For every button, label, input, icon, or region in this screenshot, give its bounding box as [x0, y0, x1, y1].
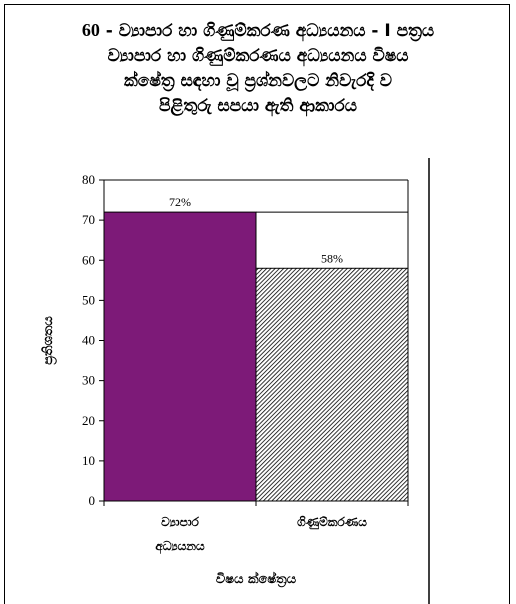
y-tick-label-30: 30: [82, 373, 95, 388]
y-tick-label-20: 20: [82, 413, 95, 428]
data-label-2: 58%: [321, 251, 343, 265]
y-axis-title: ප්‍රතිශතය: [40, 316, 57, 365]
chart-title: 60 - ව්‍යාපාර හා ගිණුම්කරණ අධ්‍යයනය - I …: [8, 18, 508, 119]
x-tick-label-1-2: අධ්‍යයනය: [155, 539, 205, 554]
bar-2: [255, 267, 409, 502]
x-axis-title: විෂය ක්ෂේත්‍රය: [216, 570, 297, 588]
y-tick-label-80: 80: [82, 172, 95, 187]
title-line-2: ව්‍යාපාර හා ගිණුම්කරණය අධ්‍යයනය විෂය: [107, 46, 409, 66]
title-line-1-text: - ව්‍යාපාර හා ගිණුම්කරණ අධ්‍යයනය - I පත්…: [99, 21, 435, 41]
y-tick-label-60: 60: [82, 252, 95, 267]
y-tick-label-0: 0: [89, 493, 96, 508]
y-tick-label-10: 10: [82, 453, 95, 468]
figure-frame: [4, 4, 510, 604]
title-line-4: පිළිතුරු සපයා ඇති ආකාරය: [159, 96, 357, 116]
y-tick-label-50: 50: [82, 292, 95, 307]
x-tick-label-2-1: ගිණුම්කරණය: [297, 515, 367, 530]
x-tick-label-1-1: ව්‍යාපාර: [161, 515, 200, 529]
bar-1: [103, 211, 257, 502]
title-line-1: 60 - ව්‍යාපාර හා ගිණුම්කරණ අධ්‍යයනය - I …: [8, 18, 508, 44]
title-line-3: ක්ෂේත්‍ර සඳහා වූ ප්‍රශ්නවලට නිවැරදි ව: [123, 71, 393, 91]
y-tick-label-70: 70: [82, 212, 95, 227]
y-tick-label-40: 40: [82, 333, 95, 348]
data-label-1: 72%: [169, 195, 191, 209]
figure-number: 60: [81, 20, 100, 40]
